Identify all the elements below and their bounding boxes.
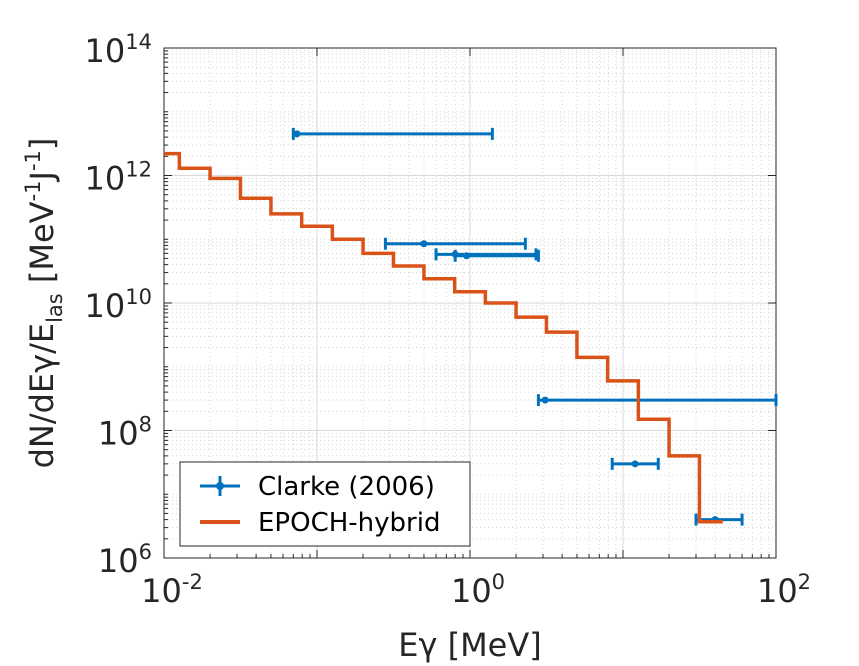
errorbar-point — [610, 457, 660, 470]
legend: Clarke (2006) EPOCH-hybrid — [179, 461, 471, 547]
data-point-marker — [293, 130, 301, 138]
errorbar-point — [536, 394, 778, 407]
errorbar-point — [383, 237, 527, 250]
legend-entry-epoch: EPOCH-hybrid — [200, 508, 440, 538]
legend-label-epoch: EPOCH-hybrid — [258, 508, 440, 538]
legend-entry-clarke: Clarke (2006) — [200, 472, 435, 502]
errorbar-point — [694, 513, 744, 526]
data-point-marker — [463, 252, 471, 260]
x-axis-label: Eγ [MeV] — [398, 626, 541, 664]
errorbar-point — [291, 127, 494, 140]
errorbar-point — [453, 249, 540, 262]
stairs-series-epoch — [164, 151, 723, 524]
series-layer — [164, 127, 778, 526]
data-point-marker — [541, 396, 549, 404]
y-axis-label: dN/dEγ/Elas [MeV-1J-1] — [21, 138, 67, 469]
y-tick-label: 1012 — [85, 158, 152, 198]
axis-ticks — [163, 48, 776, 559]
x-tick-label: 10-2 — [141, 570, 203, 610]
data-point-marker — [631, 460, 639, 468]
legend-marker-clarke — [216, 482, 224, 490]
x-tick-label: 102 — [757, 570, 811, 610]
x-tick-labels: 10-2 100 102 — [141, 570, 811, 610]
y-tick-label: 1010 — [85, 285, 152, 325]
legend-box — [179, 461, 471, 547]
y-tick-label: 1014 — [85, 30, 152, 70]
y-tick-label: 108 — [98, 413, 152, 453]
y-tick-labels: 106 108 1010 1012 1014 — [85, 30, 152, 580]
y-tick-label: 106 — [98, 540, 152, 580]
legend-label-clarke: Clarke (2006) — [258, 472, 435, 502]
x-tick-label: 100 — [451, 570, 505, 610]
data-point-marker — [420, 240, 428, 248]
